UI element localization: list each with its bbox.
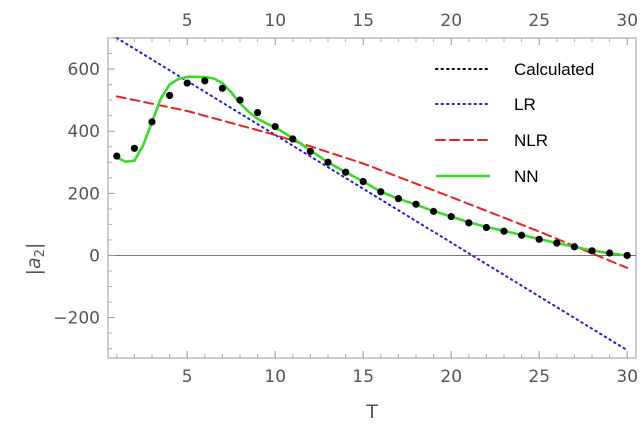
legend-label-nlr: NLR bbox=[514, 131, 548, 150]
data-point-calculated bbox=[271, 122, 279, 131]
legend-label-lr: LR bbox=[514, 95, 536, 114]
y-axis-title-sub: 2 bbox=[33, 249, 48, 257]
data-point-calculated bbox=[535, 235, 543, 243]
data-point-calculated bbox=[412, 200, 420, 208]
data-point-calculated bbox=[342, 168, 350, 176]
legend: Calculated LR NLR NN bbox=[435, 60, 594, 186]
y-tick-label: 0 bbox=[89, 246, 100, 266]
x-tick-label-bottom: 15 bbox=[352, 367, 374, 387]
y-tick-label: 600 bbox=[68, 60, 100, 80]
y-axis-title-bar-left: | bbox=[23, 269, 45, 275]
series-line-nlr bbox=[115, 95, 629, 269]
x-tick-label-top: 5 bbox=[182, 11, 193, 31]
data-point-calculated bbox=[500, 227, 508, 235]
data-point-calculated bbox=[183, 79, 191, 87]
x-tick-label-bottom: 10 bbox=[264, 367, 286, 387]
y-axis-title: |a2| bbox=[23, 243, 48, 276]
x-tick-label-top: 20 bbox=[440, 11, 462, 31]
data-point-calculated bbox=[465, 219, 473, 227]
data-point-calculated bbox=[166, 91, 174, 100]
data-point-calculated bbox=[254, 108, 262, 117]
data-point-calculated bbox=[148, 118, 156, 126]
y-tick-label: 400 bbox=[68, 122, 100, 142]
y-tick-label: −200 bbox=[53, 309, 100, 329]
x-tick-label-bottom: 20 bbox=[440, 367, 462, 387]
y-tick-label: 200 bbox=[68, 184, 100, 204]
data-point-calculated bbox=[447, 213, 455, 221]
data-point-calculated bbox=[570, 243, 579, 251]
data-point-calculated bbox=[606, 249, 614, 257]
x-axis-title: T bbox=[365, 401, 378, 423]
data-point-calculated bbox=[553, 239, 561, 247]
x-tick-label-bottom: 30 bbox=[616, 367, 638, 387]
data-point-calculated bbox=[130, 144, 138, 152]
data-point-calculated bbox=[377, 188, 385, 196]
plot-border bbox=[107, 37, 637, 359]
data-point-calculated bbox=[236, 96, 244, 104]
data-point-calculated bbox=[588, 247, 596, 255]
ticks-layer: 5 5 10 10 15 15 20 20 25 25 30 30 −200 0 200 400 600 bbox=[53, 11, 638, 387]
data-point-calculated bbox=[201, 77, 209, 85]
data-point-calculated bbox=[359, 177, 367, 186]
plot-frame bbox=[107, 37, 637, 359]
data-point-calculated bbox=[113, 152, 121, 160]
series-layer bbox=[113, 37, 631, 352]
legend-label-calculated: Calculated bbox=[514, 60, 594, 79]
data-point-calculated bbox=[394, 195, 402, 203]
y-axis-title-a: a bbox=[23, 257, 45, 269]
x-tick-label-bottom: 25 bbox=[528, 367, 550, 387]
data-point-calculated bbox=[482, 223, 490, 232]
data-point-calculated bbox=[324, 158, 332, 166]
x-tick-label-bottom: 5 bbox=[182, 367, 193, 387]
data-point-calculated bbox=[306, 147, 314, 155]
x-tick-label-top: 30 bbox=[616, 11, 638, 31]
data-point-calculated bbox=[218, 84, 226, 92]
data-point-calculated bbox=[430, 207, 438, 215]
y-axis-title-bar-right: | bbox=[23, 243, 45, 249]
x-tick-label-top: 10 bbox=[264, 11, 286, 31]
data-point-calculated bbox=[518, 231, 526, 239]
data-point-calculated bbox=[289, 135, 297, 143]
legend-label-nn: NN bbox=[514, 167, 539, 186]
series-line-nn bbox=[116, 75, 628, 257]
x-tick-label-top: 15 bbox=[352, 11, 374, 31]
series-line-lr bbox=[115, 37, 629, 352]
data-point-calculated bbox=[623, 251, 631, 260]
x-tick-label-top: 25 bbox=[528, 11, 550, 31]
